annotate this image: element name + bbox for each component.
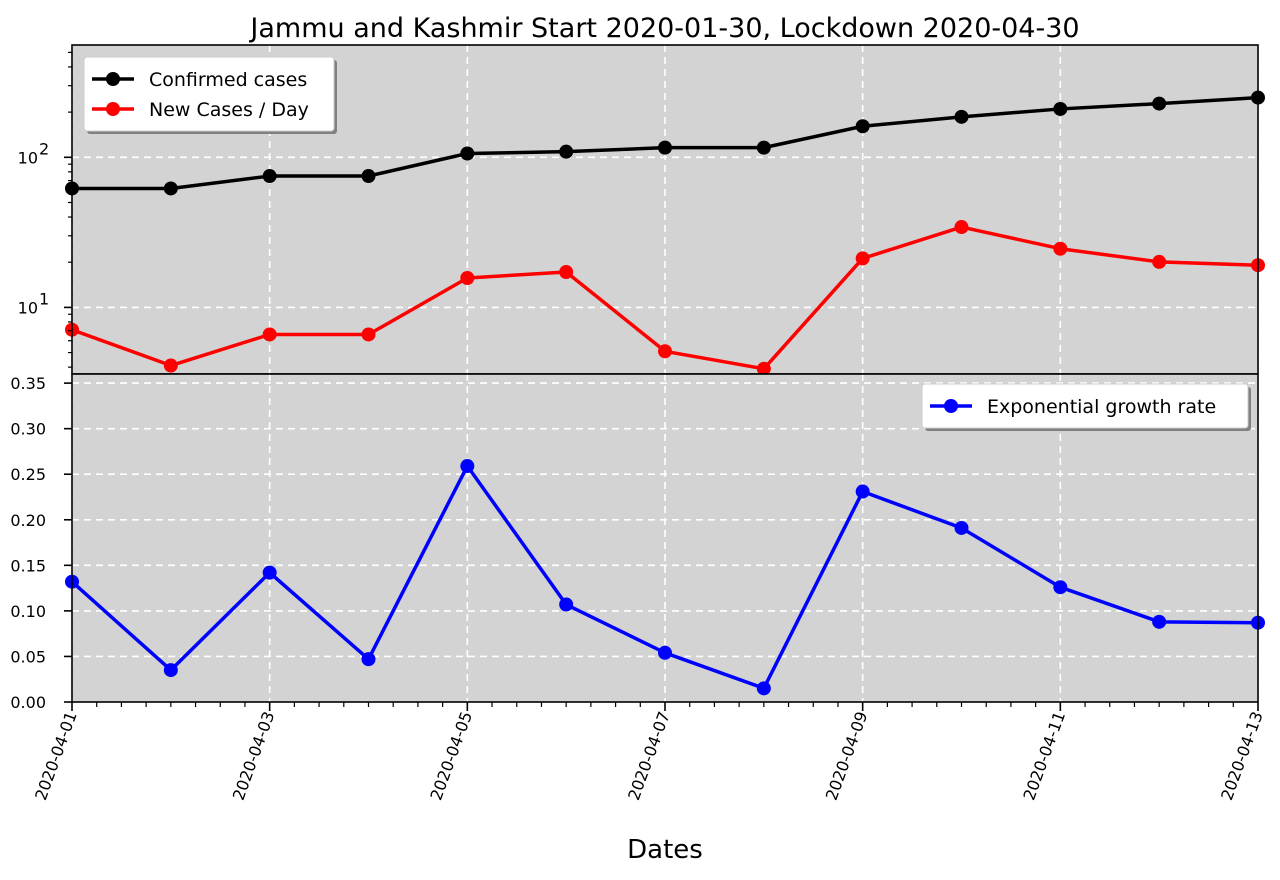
bottom-legend-label: Exponential growth rate — [987, 396, 1216, 418]
confirmed-cases-point — [1152, 96, 1167, 111]
bottom-legend-box — [921, 383, 1249, 429]
chart-title: Jammu and Kashmir Start 2020-01-30, Lock… — [248, 13, 1079, 44]
top-y-tick-label: 10 — [18, 148, 38, 167]
x-tick-label: 2020-04-11 — [1019, 709, 1069, 803]
growth-rate-point — [361, 652, 376, 667]
growth-rate-point — [460, 459, 475, 474]
x-tick-label: 2020-04-09 — [822, 709, 872, 803]
new-cases-point — [658, 344, 672, 359]
new-cases-point — [756, 361, 771, 376]
top-legend-swatch-marker — [106, 72, 120, 86]
bottom-y-tick-label: 0.35 — [10, 374, 46, 393]
top-y-tick-exponent: 2 — [39, 139, 49, 158]
x-tick-label: 2020-04-13 — [1217, 709, 1267, 803]
bottom-y-tick-label: 0.00 — [10, 693, 46, 712]
confirmed-cases-point — [1053, 101, 1068, 116]
confirmed-cases-point — [559, 144, 574, 159]
bottom-frame — [71, 373, 1259, 703]
bottom-legend-swatch-marker — [944, 399, 958, 413]
confirmed-cases-point — [262, 169, 277, 184]
x-axis-label: Dates — [627, 835, 703, 865]
growth-rate-point — [1053, 580, 1068, 595]
bottom-y-tick-label: 0.20 — [10, 511, 46, 530]
bottom-y-tick-label: 0.25 — [10, 465, 46, 484]
new-cases-point — [163, 358, 178, 373]
new-cases-point — [559, 265, 574, 280]
bottom-y-tick-label: 0.05 — [10, 647, 46, 666]
bottom-legend: Exponential growth rate — [921, 383, 1251, 431]
new-cases-point — [262, 327, 277, 342]
bottom-panel: 0.00 0.05 0.10 0.15 0.20 0.25 0.30 0.35 2020-04-… — [10, 373, 1267, 803]
confirmed-cases-point — [855, 119, 870, 134]
bottom-y-tick-label: 0.30 — [10, 420, 46, 439]
top-y-tick-base: 10 — [18, 298, 38, 317]
x-tick-label: 2020-04-07 — [624, 709, 674, 803]
top-y-tick-base: 10 — [18, 148, 38, 167]
top-legend-label: New Cases / Day — [149, 99, 309, 121]
confirmed-cases-point — [163, 181, 178, 196]
growth-rate-point — [855, 484, 870, 499]
confirmed-cases-point — [460, 146, 475, 161]
growth-rate-point — [262, 565, 277, 580]
confirmed-cases-point — [954, 109, 969, 124]
confirmed-cases-point — [756, 140, 771, 155]
new-cases-point — [1152, 254, 1167, 269]
top-y-tick-label: 10 — [18, 298, 38, 317]
top-series — [65, 90, 1265, 376]
growth-rate-point — [163, 663, 178, 678]
bottom-y-tick-label: 0.10 — [10, 602, 46, 621]
x-tick-label: 2020-04-05 — [426, 709, 476, 803]
new-cases-point — [855, 251, 870, 266]
bottom-series — [65, 459, 1265, 696]
x-tick-label: 2020-04-01 — [31, 709, 81, 803]
top-legend: Confirmed cases New Cases / Day — [83, 56, 337, 134]
growth-rate-point — [756, 681, 771, 696]
x-tick-label: 2020-04-03 — [229, 709, 279, 803]
new-cases-point — [1053, 241, 1068, 256]
confirmed-cases-point — [361, 169, 376, 184]
top-legend-swatch-marker — [106, 102, 120, 116]
growth-rate-point — [954, 520, 969, 535]
top-y-tick-exponent: 1 — [39, 289, 49, 308]
growth-rate-point — [658, 645, 672, 660]
confirmed-cases-point — [658, 140, 672, 155]
new-cases-point — [954, 220, 969, 235]
top-legend-box — [83, 56, 335, 132]
top-legend-label: Confirmed cases — [149, 69, 307, 91]
new-cases-point — [361, 327, 376, 342]
new-cases-point — [460, 270, 475, 285]
growth-rate-point — [559, 597, 574, 612]
bottom-y-tick-label: 0.15 — [10, 556, 46, 575]
growth-rate-point — [1152, 614, 1167, 629]
